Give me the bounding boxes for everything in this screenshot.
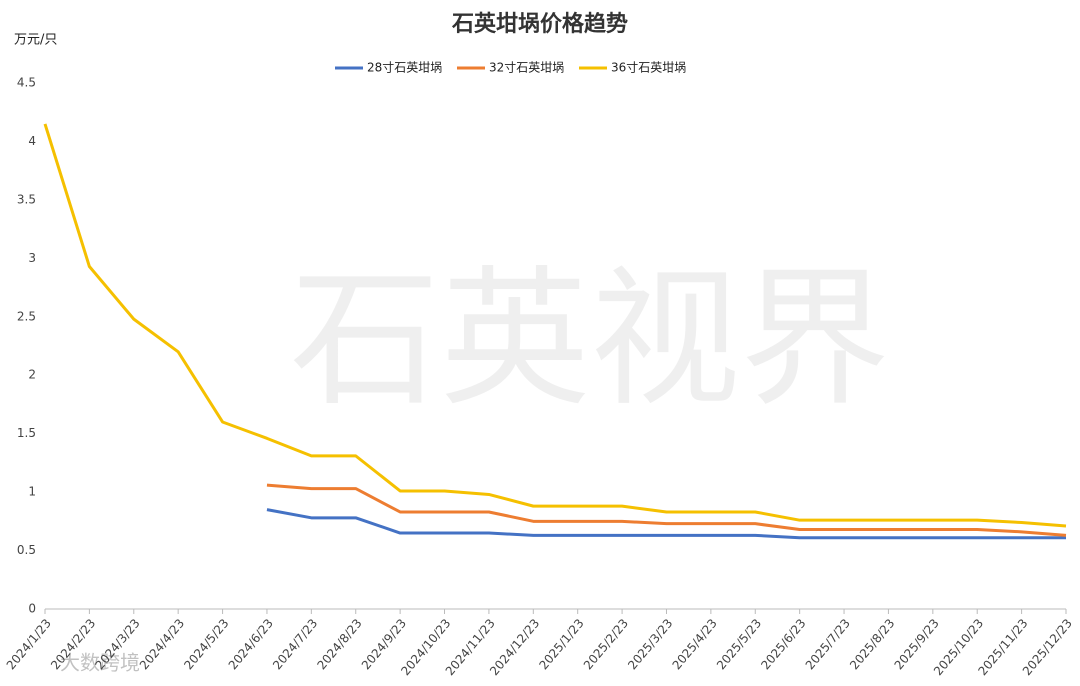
x-tick-label: 2024/1/23 [4,616,54,672]
y-tick-label: 4.5 [17,76,36,90]
x-tick-label: 2024/5/23 [181,616,231,672]
legend-label: 28寸石英坩埚 [367,61,442,75]
legend-label: 32寸石英坩埚 [489,61,564,75]
x-tick-label: 2024/8/23 [314,616,364,672]
x-tick-label: 2025/5/23 [714,616,764,672]
x-tick-label: 2025/2/23 [581,616,631,672]
x-tick-label: 2025/4/23 [670,616,720,672]
series-line [43,123,1067,528]
x-tick-label: 2025/1/23 [536,616,586,672]
y-tick-label: 1 [28,485,36,499]
x-tick-label: 2025/6/23 [758,616,808,672]
y-tick-label: 2.5 [17,309,36,323]
y-tick-label: 1.5 [17,426,36,440]
x-tick-label: 2025/8/23 [847,616,897,672]
series-line [266,508,1066,540]
y-tick-label: 2 [28,368,36,382]
x-tick-label: 2025/3/23 [625,616,675,672]
x-tick-label: 2024/7/23 [270,616,320,672]
y-tick-label: 4 [28,134,36,148]
watermark: 石英视界 [290,253,890,427]
y-axis-label: 万元/只 [14,33,57,48]
series-line [266,483,1067,537]
legend-label: 36寸石英坩埚 [611,61,686,75]
y-tick-label: 3 [28,251,36,265]
chart-title: 石英坩埚价格趋势 [451,11,628,37]
y-tick-label: 0 [28,602,36,616]
corner-mark: 大数跨境 [60,651,140,675]
y-tick-label: 3.5 [17,192,36,206]
x-tick-label: 2024/6/23 [226,616,276,672]
y-tick-label: 0.5 [17,543,36,557]
x-tick-label: 2024/4/23 [137,616,187,672]
x-tick-label: 2025/7/23 [803,616,853,672]
